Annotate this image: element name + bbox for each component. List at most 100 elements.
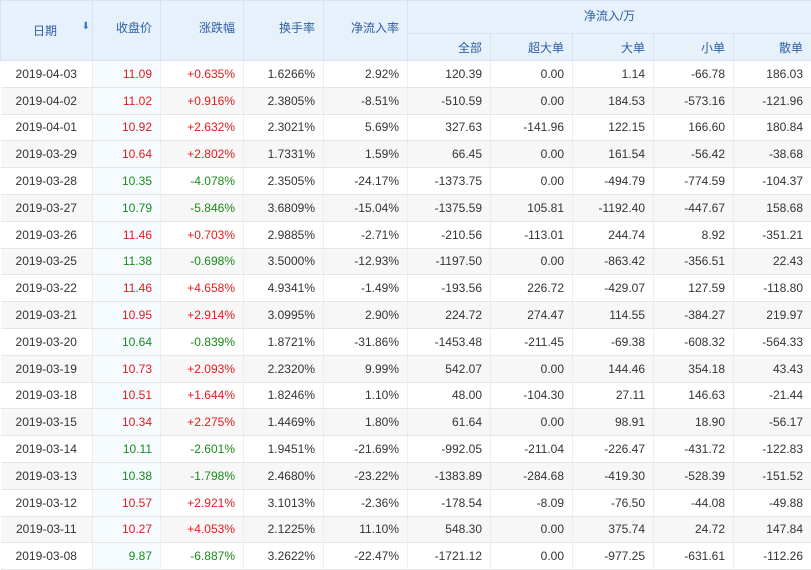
row-retail: -21.44 [734,382,811,409]
row-net-rate: -31.86% [324,328,408,355]
row-net-rate: 1.80% [324,409,408,436]
row-super-large: -113.01 [491,221,573,248]
row-large: 122.15 [573,114,654,141]
row-net-rate: -23.22% [324,462,408,489]
row-change: +2.802% [161,141,244,168]
row-retail: -56.17 [734,409,811,436]
row-small: 127.59 [654,275,734,302]
row-all: 224.72 [408,302,491,329]
header-date-label: 日期 [33,24,57,38]
row-turnover: 1.7331% [244,141,324,168]
row-turnover: 3.5000% [244,248,324,275]
row-date: 2019-03-22 [1,275,93,302]
row-all: 66.45 [408,141,491,168]
row-large: 98.91 [573,409,654,436]
row-turnover: 2.1225% [244,516,324,543]
header-retail[interactable]: 散单 [734,34,811,61]
header-large[interactable]: 大单 [573,34,654,61]
row-turnover: 2.3021% [244,114,324,141]
row-date: 2019-03-20 [1,328,93,355]
row-retail: 22.43 [734,248,811,275]
row-change: +2.921% [161,489,244,516]
row-date: 2019-04-01 [1,114,93,141]
header-small[interactable]: 小单 [654,34,734,61]
row-net-rate: 5.69% [324,114,408,141]
row-large: 114.55 [573,302,654,329]
row-change: +0.916% [161,87,244,114]
row-close: 10.64 [93,328,161,355]
row-all: -178.54 [408,489,491,516]
row-all: 327.63 [408,114,491,141]
header-close[interactable]: 收盘价 [93,1,161,61]
row-close: 10.34 [93,409,161,436]
row-super-large: -141.96 [491,114,573,141]
row-change: -6.887% [161,543,244,570]
header-date[interactable]: 日期 ⬇ [1,1,93,61]
row-retail: -104.37 [734,168,811,195]
row-date: 2019-03-21 [1,302,93,329]
row-net-rate: -8.51% [324,87,408,114]
row-super-large: 0.00 [491,543,573,570]
row-small: 354.18 [654,355,734,382]
row-net-rate: 2.92% [324,61,408,88]
row-retail: -38.68 [734,141,811,168]
row-turnover: 3.2622% [244,543,324,570]
row-super-large: -211.45 [491,328,573,355]
row-retail: -351.21 [734,221,811,248]
row-close: 11.09 [93,61,161,88]
row-date: 2019-03-26 [1,221,93,248]
header-net-rate[interactable]: 净流入率 [324,1,408,61]
row-date: 2019-03-13 [1,462,93,489]
header-change[interactable]: 涨跌幅 [161,1,244,61]
header-all[interactable]: 全部 [408,34,491,61]
row-date: 2019-03-28 [1,168,93,195]
row-turnover: 2.3805% [244,87,324,114]
row-all: -210.56 [408,221,491,248]
row-large: 1.14 [573,61,654,88]
row-close: 10.73 [93,355,161,382]
row-net-rate: 11.10% [324,516,408,543]
row-turnover: 3.1013% [244,489,324,516]
row-super-large: -8.09 [491,489,573,516]
row-large: -226.47 [573,436,654,463]
row-net-rate: 9.99% [324,355,408,382]
row-net-rate: -2.36% [324,489,408,516]
header-super-large[interactable]: 超大单 [491,34,573,61]
row-small: -608.32 [654,328,734,355]
row-date: 2019-03-15 [1,409,93,436]
row-large: 375.74 [573,516,654,543]
row-small: 18.90 [654,409,734,436]
row-super-large: 0.00 [491,168,573,195]
header-turnover[interactable]: 换手率 [244,1,324,61]
row-turnover: 2.9885% [244,221,324,248]
header-net-group: 净流入/万 [408,1,811,34]
row-close: 9.87 [93,543,161,570]
row-super-large: 274.47 [491,302,573,329]
row-all: 61.64 [408,409,491,436]
row-date: 2019-03-25 [1,248,93,275]
sort-down-icon[interactable]: ⬇ [82,21,90,32]
row-change: +4.658% [161,275,244,302]
row-change: -0.698% [161,248,244,275]
row-retail: -49.88 [734,489,811,516]
row-date: 2019-03-27 [1,194,93,221]
row-change: -0.839% [161,328,244,355]
row-date: 2019-03-12 [1,489,93,516]
row-super-large: 105.81 [491,194,573,221]
row-date: 2019-03-18 [1,382,93,409]
row-retail: -122.83 [734,436,811,463]
row-turnover: 1.4469% [244,409,324,436]
row-retail: 180.84 [734,114,811,141]
